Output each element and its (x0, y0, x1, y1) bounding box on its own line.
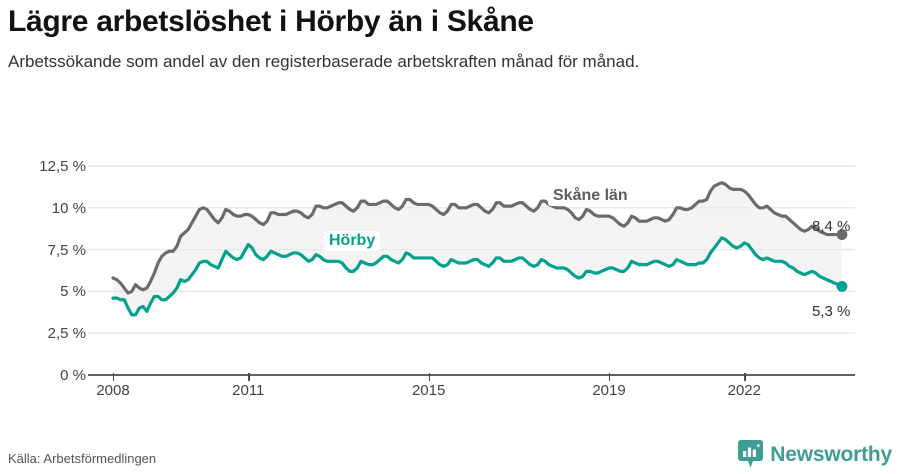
newsworthy-logo-text: Newsworthy (770, 442, 892, 466)
y-axis-tick-label: 7,5 % (47, 241, 86, 259)
footer-divider (0, 424, 900, 425)
x-axis-tick-label: 2015 (411, 382, 446, 399)
line-chart-svg (88, 165, 855, 376)
series-end-dot (836, 280, 848, 292)
y-axis-tick-label: 12,5 % (39, 158, 86, 175)
series-label-horby: Hörby (324, 230, 381, 251)
newsworthy-logo: Newsworthy (738, 440, 892, 468)
y-axis-tick-label: 0 % (60, 367, 86, 384)
header: Lägre arbetslöshet i Hörby än i Skåne Ar… (8, 4, 892, 74)
end-value-skane-lan: 8,4 % (812, 217, 851, 235)
series-end-dot (836, 229, 848, 240)
y-axis-tick-label: 2,5 % (47, 325, 86, 343)
x-axis-tick-label: 2011 (232, 382, 265, 399)
series-band (113, 182, 842, 315)
source-note: Källa: Arbetsförmedlingen (8, 451, 157, 466)
x-axis-tick-mark (609, 373, 611, 381)
y-axis-tick-label: 5 % (60, 283, 86, 301)
newsworthy-logo-mark (738, 440, 764, 468)
x-axis-tick-mark (428, 373, 431, 381)
x-axis-tick-mark (248, 373, 250, 381)
y-axis-tick-label: 10 % (51, 199, 86, 217)
chart-subtitle: Arbetssökande som andel av den registerb… (8, 52, 640, 71)
x-axis-ticks: 2008 2011 2015 2019 2022 (0, 373, 900, 418)
series-line (111, 181, 844, 295)
end-value-horby: 5,3 % (812, 302, 851, 320)
page-title: Lägre arbetslöshet i Hörby än i Skåne (8, 5, 534, 38)
x-axis-tick-label: 2008 (96, 382, 130, 399)
x-axis-tick-mark (113, 373, 115, 381)
x-axis-tick-label: 2019 (592, 382, 626, 399)
x-axis-tick-label: 2022 (727, 382, 761, 399)
series-line (111, 236, 844, 317)
plot-area: 0 % 2,5 % 5 % 7,5 % 10 % 12,5 % 2008 2011 2015 2… (0, 148, 900, 418)
x-axis-tick-mark (744, 373, 746, 381)
y-axis-ticks: 0 % 2,5 % 5 % 7,5 % 10 % 12,5 % (0, 148, 86, 418)
series-label-skane-lan: Skåne län (548, 186, 633, 207)
